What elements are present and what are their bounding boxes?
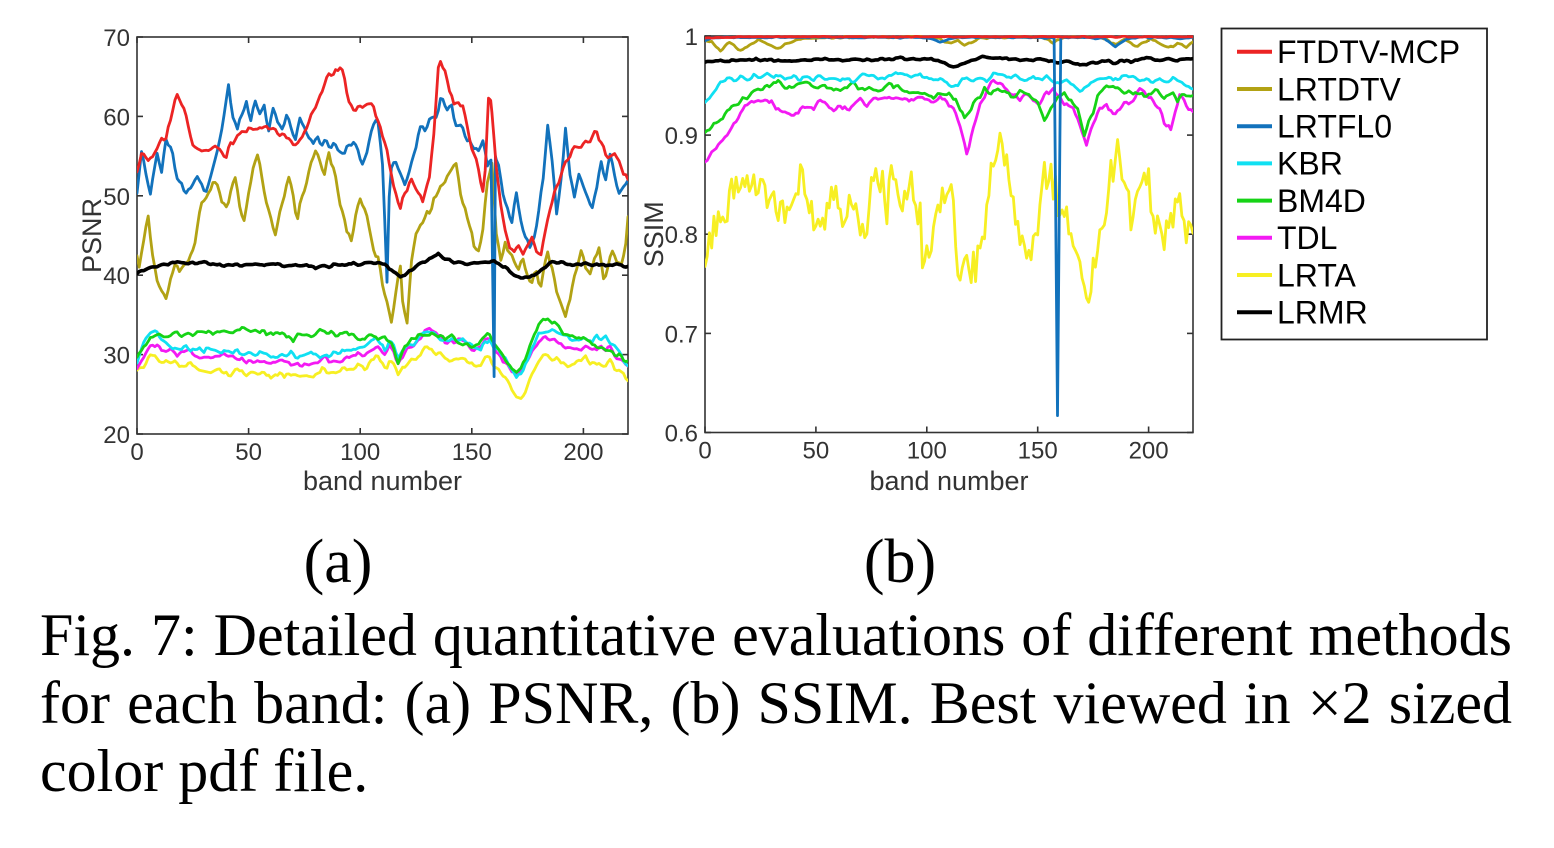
svg-text:20: 20 [103, 422, 130, 449]
svg-text:200: 200 [1129, 438, 1169, 465]
svg-text:100: 100 [340, 439, 380, 466]
svg-text:50: 50 [235, 439, 262, 466]
svg-text:0.8: 0.8 [665, 222, 698, 249]
svg-text:TDL: TDL [1277, 220, 1337, 256]
svg-text:1: 1 [685, 24, 698, 51]
svg-text:0: 0 [698, 438, 711, 465]
svg-text:KBR: KBR [1277, 146, 1343, 182]
svg-text:LRTDTV: LRTDTV [1277, 71, 1402, 107]
svg-text:40: 40 [103, 263, 130, 290]
svg-text:SSIM: SSIM [639, 201, 669, 267]
svg-text:60: 60 [103, 104, 130, 131]
svg-text:LRTA: LRTA [1277, 257, 1357, 293]
svg-text:150: 150 [1018, 438, 1058, 465]
svg-text:200: 200 [563, 439, 603, 466]
svg-text:FTDTV-MCP: FTDTV-MCP [1277, 34, 1460, 70]
svg-text:band number: band number [869, 466, 1028, 496]
svg-text:band number: band number [303, 466, 462, 496]
svg-text:0.6: 0.6 [665, 421, 698, 448]
svg-text:50: 50 [103, 184, 130, 211]
svg-text:0.7: 0.7 [665, 321, 698, 348]
svg-text:PSNR: PSNR [77, 198, 107, 273]
svg-text:100: 100 [907, 438, 947, 465]
svg-text:BM4D: BM4D [1277, 183, 1366, 219]
svg-text:0.9: 0.9 [665, 123, 698, 150]
svg-text:50: 50 [803, 438, 830, 465]
svg-text:0: 0 [130, 439, 143, 466]
svg-text:70: 70 [103, 25, 130, 52]
svg-text:30: 30 [103, 343, 130, 370]
svg-text:150: 150 [452, 439, 492, 466]
svg-text:LRTFL0: LRTFL0 [1277, 109, 1392, 145]
svg-text:LRMR: LRMR [1277, 295, 1368, 331]
